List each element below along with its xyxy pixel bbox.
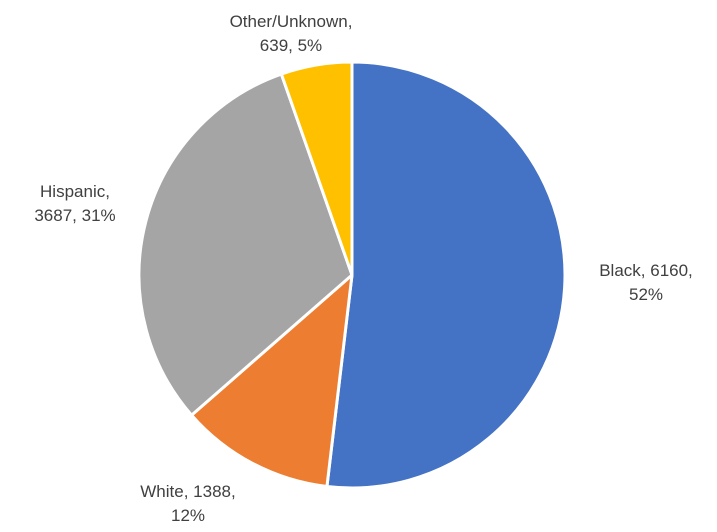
data-label-line: 3687, 31%	[34, 206, 115, 225]
data-label-line: Black, 6160,	[599, 261, 693, 280]
pie-slice-white	[190, 273, 354, 489]
pie-slices	[137, 60, 567, 490]
pie-slice-black	[325, 60, 567, 490]
data-label-black: Black, 6160, 52%	[599, 261, 693, 304]
data-label-hispanic: Hispanic, 3687, 31%	[34, 182, 115, 225]
pie-labels: Black, 6160, 52% White, 1388, 12% Hispanic, 3…	[34, 12, 692, 525]
data-label-line: 12%	[171, 506, 205, 525]
pie-slice-hispanic	[137, 72, 354, 417]
data-label-line: 52%	[629, 285, 663, 304]
data-label-line: Hispanic,	[40, 182, 110, 201]
data-label-line: White, 1388,	[140, 482, 235, 501]
data-label-white: White, 1388, 12%	[140, 482, 235, 525]
data-label-line: Other/Unknown,	[230, 12, 353, 31]
data-label-line: 639, 5%	[260, 36, 322, 55]
pie-slice-other-unknown	[279, 60, 354, 277]
data-label-other-unknown: Other/Unknown, 639, 5%	[230, 12, 353, 55]
